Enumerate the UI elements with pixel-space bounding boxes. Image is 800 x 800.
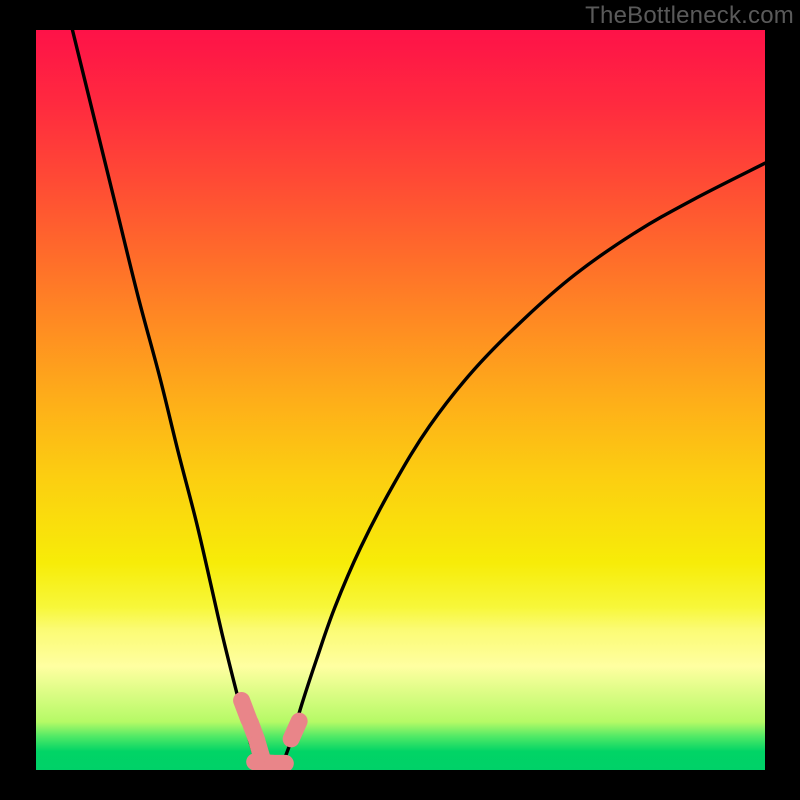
chart-svg [36,30,765,770]
curve-left-branch [72,30,254,757]
curve-right-branch [285,163,765,756]
canvas: TheBottleneck.com [0,0,800,800]
plot-area [36,30,765,770]
valley-marker-5 [291,721,299,739]
watermark-text: TheBottleneck.com [585,0,800,30]
